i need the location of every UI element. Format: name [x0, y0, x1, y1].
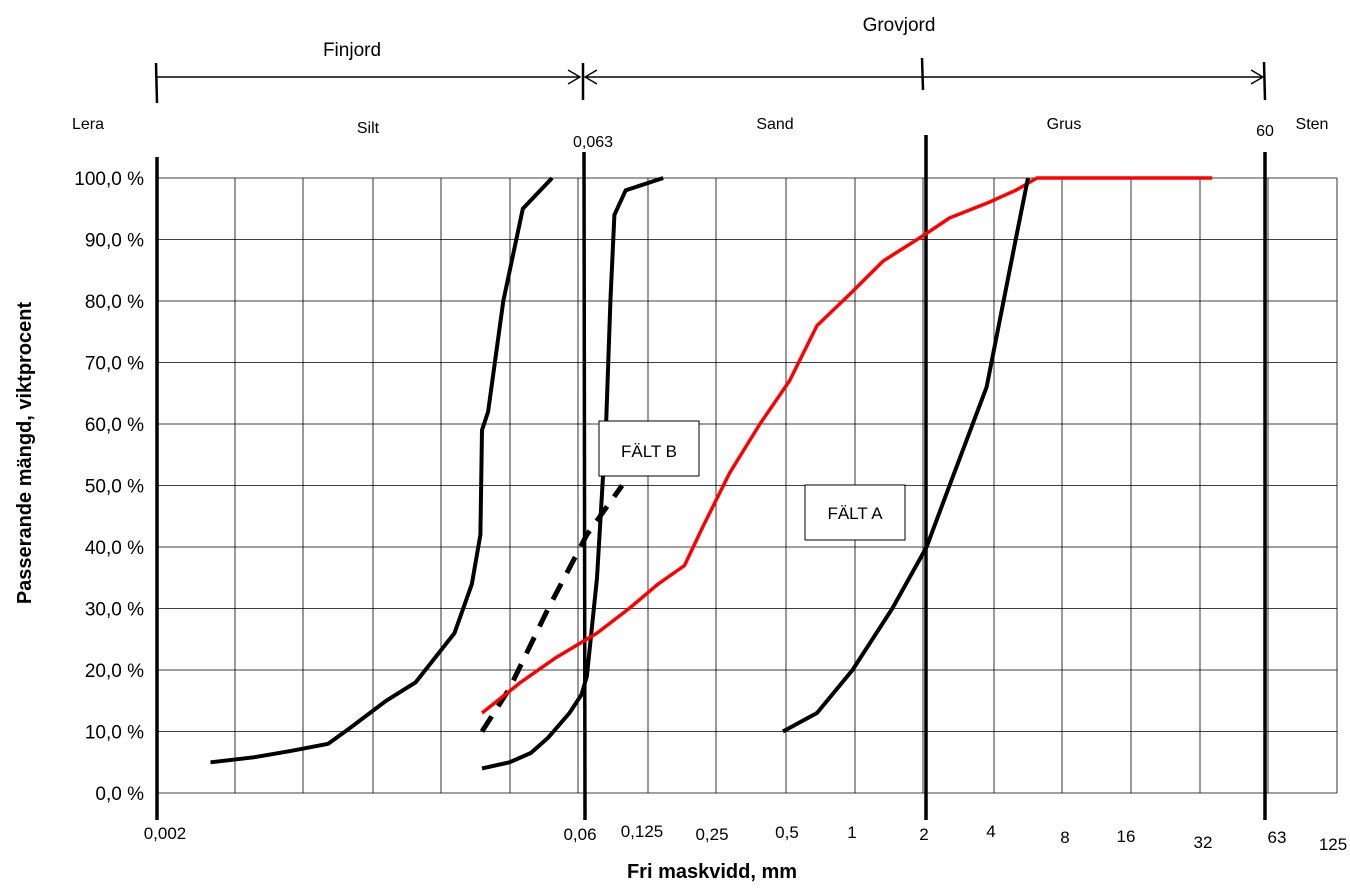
y-tick-label: 30,0 %	[85, 600, 144, 621]
x-tick-label: 1	[847, 823, 856, 842]
x-tick-labels: 0,002 0,06 0,125 0,25 0,5 1 2 4 8 16 32 63 125	[144, 822, 1347, 854]
y-tick-label: 90,0 %	[85, 231, 144, 252]
grovjord-end-tick	[1262, 61, 1267, 101]
finjord-start-tick	[154, 62, 159, 104]
zone-label-0063: 0,063	[573, 134, 613, 151]
zone-label-sand: Sand	[756, 116, 793, 133]
zone-label-silt: Silt	[357, 120, 380, 137]
x-tick-label: 63	[1268, 828, 1287, 847]
x-tick-label: 0,002	[144, 824, 187, 843]
field-b-box: FÄLT B	[598, 420, 700, 477]
grovjord-arrowhead-left	[583, 69, 598, 85]
x-tick-label: 4	[986, 822, 995, 841]
finjord-arrowhead	[567, 69, 582, 85]
grovjord-arrowhead-right	[1250, 69, 1265, 85]
y-tick-label: 100,0 %	[74, 169, 144, 190]
field-b-label: FÄLT B	[621, 442, 677, 461]
y-tick-label: 20,0 %	[85, 661, 144, 682]
x-tick-label: 8	[1060, 828, 1069, 847]
field-a-box: FÄLT A	[804, 484, 906, 541]
y-tick-label: 60,0 %	[85, 415, 144, 436]
y-tick-label: 10,0 %	[85, 723, 144, 744]
y-tick-label: 70,0 %	[85, 354, 144, 375]
sand-grus-tick	[920, 57, 925, 91]
y-tick-label: 50,0 %	[85, 477, 144, 498]
zone-label-60: 60	[1256, 123, 1274, 140]
soil-group-arrows	[154, 57, 1267, 104]
field-a-label: FÄLT A	[827, 504, 883, 523]
y-tick-labels: 0,0 % 10,0 % 20,0 % 30,0 % 40,0 % 50,0 % 60,0 …	[74, 169, 144, 805]
x-tick-label: 0,06	[563, 825, 596, 844]
boundary-line	[582, 151, 587, 821]
group-label-grovjord: Grovjord	[863, 15, 936, 36]
zone-label-sten: Sten	[1296, 116, 1329, 133]
zone-label-grus: Grus	[1047, 116, 1082, 133]
series-line-3	[479, 484, 625, 733]
x-tick-label: 16	[1117, 827, 1136, 846]
y-tick-label: 40,0 %	[85, 538, 144, 559]
x-tick-label: 0,125	[621, 822, 664, 841]
y-axis-title: Passerande mängd, viktprocent	[14, 302, 36, 605]
x-tick-label: 0,5	[775, 823, 799, 842]
group-label-finjord: Finjord	[323, 40, 381, 61]
series-layer	[210, 176, 1213, 771]
y-tick-label: 0,0 %	[95, 784, 144, 805]
x-tick-label: 2	[919, 825, 928, 844]
x-tick-label: 32	[1194, 833, 1213, 852]
fraction-boundary-lines	[155, 135, 1267, 821]
zone-label-lera: Lera	[72, 116, 104, 133]
series-line-2	[481, 176, 664, 771]
x-tick-label: 125	[1319, 835, 1347, 854]
y-tick-label: 80,0 %	[85, 292, 144, 313]
series-line-1	[210, 176, 554, 765]
x-axis-title: Fri maskvidd, mm	[627, 861, 797, 883]
grid	[157, 177, 1338, 794]
series-line-4	[480, 176, 1213, 715]
x-tick-label: 0,25	[695, 825, 728, 844]
series-line-5	[781, 177, 1030, 734]
